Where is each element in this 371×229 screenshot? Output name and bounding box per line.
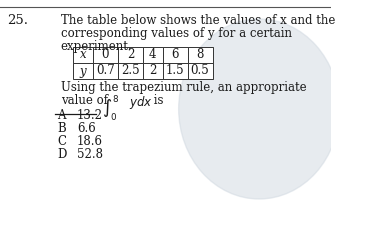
Text: x: x [80,49,86,62]
Text: $\int_0^8$: $\int_0^8$ [102,93,120,123]
Text: y: y [80,65,86,77]
Text: is: is [150,94,164,107]
Bar [118,63,143,79]
Text: corresponding values of y for a certain: corresponding values of y for a certain [61,27,292,40]
Text: 25.: 25. [7,14,28,27]
Bar [162,47,188,63]
Bar [73,47,93,63]
Bar [188,47,213,63]
Text: C: C [57,135,66,148]
Text: experiment.: experiment. [61,40,132,53]
Text: 2: 2 [127,49,134,62]
Bar [143,47,162,63]
Circle shape [179,19,339,199]
Bar [73,63,93,79]
Text: The table below shows the values of x and the: The table below shows the values of x an… [61,14,335,27]
Text: 2.5: 2.5 [121,65,140,77]
Text: 1.5: 1.5 [166,65,184,77]
Text: 4: 4 [149,49,157,62]
Bar [143,63,162,79]
Text: B: B [57,122,66,135]
Text: $ydx$: $ydx$ [129,94,152,111]
Text: 0: 0 [102,49,109,62]
Text: 52.8: 52.8 [77,148,103,161]
Text: 6.6: 6.6 [77,122,96,135]
Bar [93,63,118,79]
Text: D: D [57,148,66,161]
Bar [162,63,188,79]
Text: Using the trapezium rule, an appropriate: Using the trapezium rule, an appropriate [61,81,306,94]
Text: value of: value of [61,94,112,107]
Text: 18.6: 18.6 [77,135,103,148]
Text: A: A [57,109,66,122]
Text: 2: 2 [149,65,157,77]
Text: 8: 8 [196,49,204,62]
Text: 6: 6 [171,49,179,62]
Text: 0.5: 0.5 [191,65,210,77]
Bar [93,47,118,63]
Bar [188,63,213,79]
Text: 0.7: 0.7 [96,65,115,77]
Text: 13.2: 13.2 [77,109,103,122]
Bar [118,47,143,63]
